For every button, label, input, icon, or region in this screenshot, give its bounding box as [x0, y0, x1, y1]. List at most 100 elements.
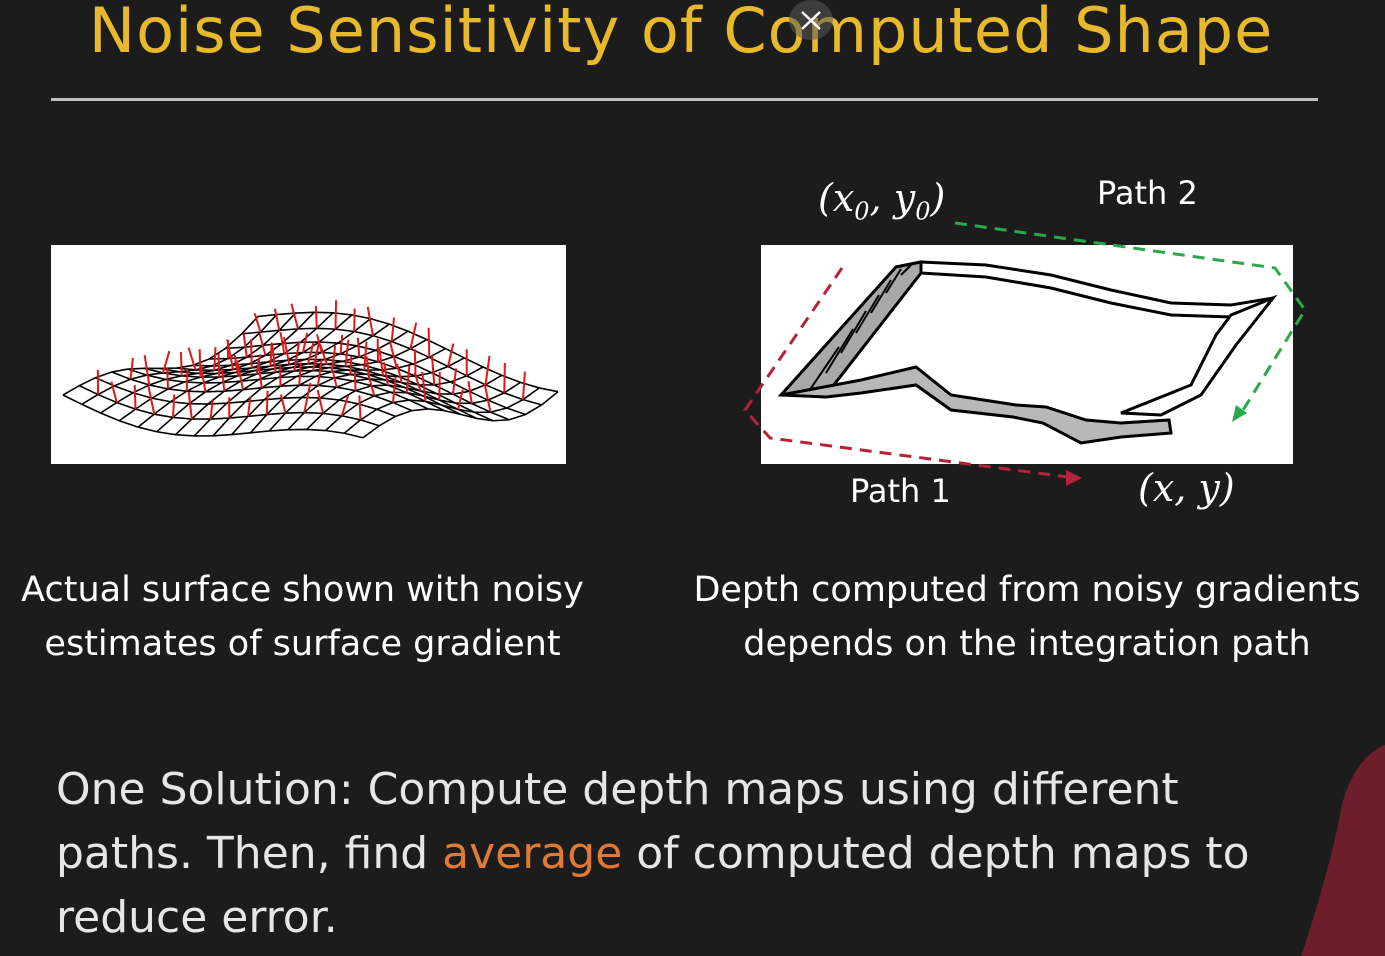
gradient-needle [390, 317, 396, 342]
depth-surface-drawing [777, 260, 1278, 445]
mesh-line [268, 357, 465, 432]
gradient-needle [312, 342, 320, 371]
gradient-needle [427, 327, 431, 358]
gradient-needle [317, 359, 323, 386]
solution-text: One Solution: Compute depth maps using d… [56, 758, 1316, 950]
depth-figure [761, 245, 1293, 464]
mesh-line [193, 323, 390, 437]
presenter-silhouette [1301, 745, 1385, 956]
gradient-needle [302, 332, 309, 353]
path-1-arrow [743, 267, 1082, 486]
gradient-needle [283, 336, 291, 365]
gradient-needle [503, 362, 506, 393]
gradient-needle [452, 368, 458, 395]
gradient-needle [162, 350, 171, 374]
highlighted-word-average: average [442, 828, 623, 879]
gradient-needle [298, 362, 302, 386]
gradient-needle [467, 381, 473, 404]
gradient-needle [344, 339, 350, 367]
gradient-needle [279, 331, 286, 354]
gradient-needle [353, 371, 357, 391]
gradient-needle [405, 365, 411, 393]
path-1-label: Path 1 [850, 472, 951, 510]
surface-mesh-drawing [62, 300, 559, 439]
gradient-needle [365, 356, 371, 380]
gradient-needle [366, 306, 374, 336]
gradient-needle [265, 390, 269, 415]
gradient-needle [334, 300, 338, 330]
gradient-needle [392, 376, 397, 403]
gradient-needle [358, 395, 362, 420]
gradient-needle [314, 305, 318, 329]
gradient-needle [255, 354, 262, 375]
mesh-line [249, 347, 446, 434]
mesh-line [62, 315, 259, 396]
gradient-needle [316, 334, 323, 353]
gradient-needle [378, 347, 384, 376]
gradient-needle [409, 322, 418, 350]
right-caption-line-1: Depth computed from noisy gradients [693, 570, 1361, 610]
gradient-needle [447, 343, 455, 367]
mesh-line [81, 314, 278, 405]
gradient-needle [179, 351, 183, 376]
title-divider [51, 98, 1318, 101]
gradient-needle [185, 369, 189, 392]
gradient-needle [143, 354, 151, 386]
mesh-line [212, 330, 409, 437]
gradient-needle [303, 382, 312, 413]
gradient-needle [383, 362, 389, 386]
gradient-needle [258, 332, 267, 356]
gradient-needle [242, 333, 248, 358]
path-2-arrow [954, 221, 1307, 422]
gradient-needle [198, 349, 202, 378]
left-caption: Actual surface shown with noisy estimate… [0, 563, 605, 671]
gradient-needle [253, 313, 262, 333]
gradient-needle [340, 395, 350, 417]
solution-text-end: of computed depth maps to reduce error. [56, 828, 1250, 943]
strip-tick [808, 346, 840, 392]
right-caption: Depth computed from noisy gradients depe… [672, 563, 1382, 671]
gradient-needle [356, 337, 361, 358]
gradient-needle [269, 342, 273, 367]
strip-tick [900, 264, 912, 276]
gradient-needle [273, 308, 281, 331]
gradient-needle [172, 394, 176, 418]
right-caption-line-2: depends on the integration path [743, 624, 1311, 664]
strip-tick [840, 310, 867, 354]
mesh-line [137, 312, 334, 428]
gradient-needle [110, 381, 118, 403]
left-caption-line-2: estimates of surface gradient [44, 624, 561, 664]
gradient-needle [339, 334, 344, 354]
mesh-line [174, 318, 371, 436]
gradient-needle [330, 345, 337, 372]
gradient-needle [316, 389, 324, 414]
close-button[interactable] [789, 0, 833, 40]
gradient-needle [421, 371, 427, 402]
gradient-needle [129, 357, 134, 380]
gradient-needle [438, 372, 441, 401]
mesh-line [343, 387, 540, 434]
gradient-needle [349, 356, 353, 375]
start-point-label: (x0, y0) [818, 176, 946, 226]
gradient-needle [233, 354, 239, 376]
mesh-line [362, 391, 559, 439]
gradient-needle [187, 347, 197, 371]
gradient-needle [221, 368, 226, 392]
gradient-needle [522, 371, 526, 400]
gradient-needle [166, 368, 169, 389]
solution-text-start: One Solution: Compute depth maps using d… [56, 764, 1179, 879]
strip-tick [885, 268, 902, 294]
gradient-needle [133, 385, 137, 410]
surface-figure [51, 245, 566, 464]
gradient-needle [187, 391, 193, 420]
gradient-needle [271, 344, 277, 373]
slide-title: Noise Sensitivity of Computed Shape [88, 0, 1274, 67]
gradient-needle [290, 303, 299, 330]
gradient-needle [213, 346, 217, 371]
path-2-label: Path 2 [1097, 174, 1198, 212]
gradient-needle [217, 353, 221, 378]
gradient-needle [250, 339, 253, 368]
gradient-needle [147, 385, 156, 415]
gradient-needle [363, 341, 368, 371]
